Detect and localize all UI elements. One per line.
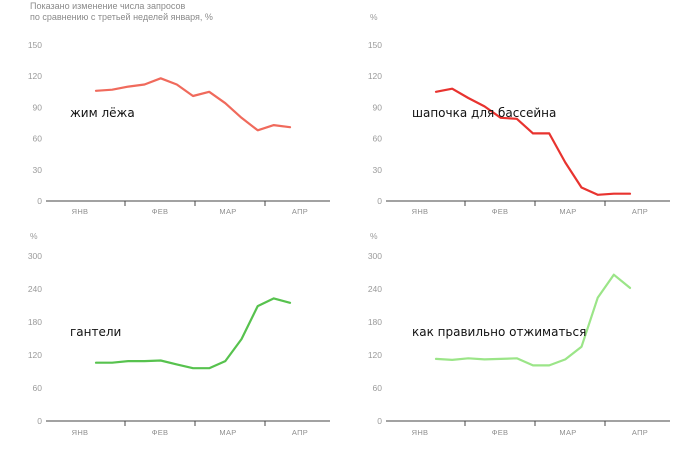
- x-tick-label: МАР: [219, 207, 236, 216]
- y-tick-label: 60: [373, 134, 383, 144]
- x-tick-label: АПР: [292, 207, 308, 216]
- y-tick-label: 90: [373, 102, 383, 112]
- y-tick-label: 300: [28, 251, 42, 261]
- y-tick-label: 0: [377, 196, 382, 206]
- series-line: [94, 297, 292, 370]
- y-tick-label: 0: [37, 196, 42, 206]
- chart-panel-1: 0 30 60 90 120 150 ЯНВ ФЕВ МАР АПР жим лёжа: [28, 40, 330, 216]
- y-tick-label: 150: [28, 40, 42, 50]
- x-tick-label: ЯНВ: [412, 428, 429, 437]
- x-tick-label: ФЕВ: [152, 428, 169, 437]
- x-tick-label: ЯНВ: [412, 207, 429, 216]
- y-unit-label: %: [370, 12, 378, 22]
- x-tick-label: ФЕВ: [492, 207, 509, 216]
- chart-note-line-2: по сравнению с третьей неделей января, %: [30, 12, 213, 22]
- y-tick-label: 30: [33, 165, 43, 175]
- chart-panels: 0 30 60 90 120 150 ЯНВ ФЕВ МАР АПР жим лёжа% 0 30 60 9…: [28, 12, 670, 437]
- y-unit-label: %: [30, 231, 38, 241]
- y-tick-label: 120: [28, 350, 42, 360]
- y-tick-label: 60: [373, 383, 383, 393]
- series-label: жим лёжа: [70, 106, 135, 120]
- x-tick-label: МАР: [219, 428, 236, 437]
- y-tick-label: 30: [373, 165, 383, 175]
- y-tick-label: 60: [33, 383, 43, 393]
- y-tick-label: 90: [33, 102, 43, 112]
- series-line: [434, 87, 632, 196]
- chart-panel-3: % 0 60 120 180 240 300 ЯНВ ФЕВ МАР АПР гантели: [28, 231, 330, 437]
- x-tick-label: ЯНВ: [72, 428, 89, 437]
- y-tick-label: 120: [368, 350, 382, 360]
- chart-panel-4: % 0 60 120 180 240 300 ЯНВ ФЕВ МАР АПР как правильн…: [368, 231, 670, 437]
- y-tick-label: 120: [28, 71, 42, 81]
- y-tick-label: 240: [368, 284, 382, 294]
- x-tick-label: АПР: [292, 428, 308, 437]
- y-unit-label: %: [370, 231, 378, 241]
- y-tick-label: 240: [28, 284, 42, 294]
- x-tick-label: АПР: [632, 428, 648, 437]
- series-label: как правильно отжиматься: [412, 325, 586, 339]
- y-tick-label: 180: [28, 317, 42, 327]
- x-tick-label: ЯНВ: [72, 207, 89, 216]
- y-tick-label: 0: [377, 416, 382, 426]
- x-tick-label: АПР: [632, 207, 648, 216]
- y-tick-label: 180: [368, 317, 382, 327]
- y-tick-label: 60: [33, 134, 43, 144]
- x-tick-label: МАР: [559, 428, 576, 437]
- series-label: гантели: [70, 325, 121, 339]
- y-tick-label: 0: [37, 416, 42, 426]
- chart-panel-2: % 0 30 60 90 120 150 ЯНВ ФЕВ МАР АПР шапочка для ба…: [368, 12, 670, 216]
- series-line: [434, 273, 632, 367]
- y-tick-label: 120: [368, 71, 382, 81]
- series-line: [94, 77, 292, 132]
- x-tick-label: МАР: [559, 207, 576, 216]
- y-tick-label: 300: [368, 251, 382, 261]
- x-tick-label: ФЕВ: [492, 428, 509, 437]
- chart-note-line-1: Показано изменение числа запросов: [30, 1, 186, 11]
- x-tick-label: ФЕВ: [152, 207, 169, 216]
- y-tick-label: 150: [368, 40, 382, 50]
- series-label: шапочка для бассейна: [412, 106, 556, 120]
